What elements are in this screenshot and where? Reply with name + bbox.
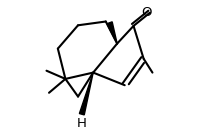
Text: H: H: [77, 117, 87, 130]
Polygon shape: [107, 22, 117, 44]
Text: O: O: [142, 6, 152, 19]
Polygon shape: [79, 73, 93, 115]
